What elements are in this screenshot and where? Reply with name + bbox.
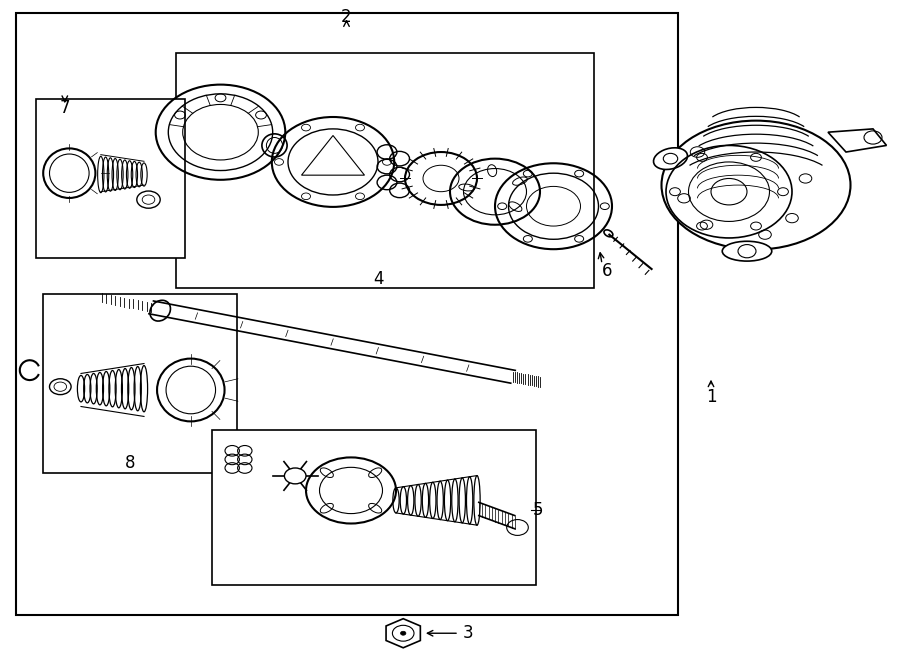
Circle shape [400, 631, 406, 635]
Circle shape [284, 468, 306, 484]
Bar [43, 294, 237, 473]
Bar [212, 430, 536, 585]
Bar [176, 53, 594, 288]
Text: 5: 5 [533, 501, 544, 520]
Bar [16, 13, 678, 615]
Ellipse shape [722, 241, 772, 261]
Text: 4: 4 [373, 270, 383, 288]
Text: 6: 6 [602, 262, 613, 280]
Polygon shape [828, 129, 886, 152]
Ellipse shape [662, 121, 850, 250]
Text: 8: 8 [125, 453, 136, 472]
Text: 3: 3 [463, 624, 473, 642]
Text: 7: 7 [59, 98, 70, 117]
Bar [36, 99, 184, 258]
Text: 1: 1 [706, 387, 716, 406]
Text: 2: 2 [341, 8, 352, 26]
Ellipse shape [653, 148, 688, 169]
Polygon shape [386, 619, 420, 648]
